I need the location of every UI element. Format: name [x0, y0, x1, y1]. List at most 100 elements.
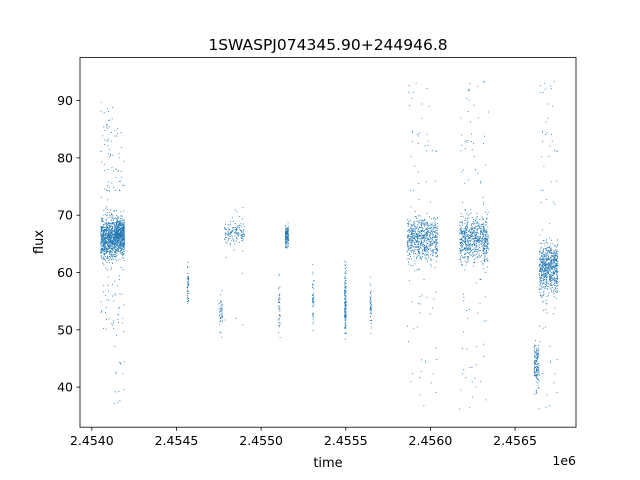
data-point — [116, 255, 118, 257]
data-point — [430, 258, 432, 260]
data-point — [474, 235, 476, 237]
data-point — [107, 199, 109, 201]
data-point — [113, 170, 114, 172]
data-point — [406, 223, 408, 225]
data-point — [428, 239, 430, 241]
data-point — [109, 259, 111, 261]
data-point — [533, 348, 535, 350]
data-point — [187, 277, 189, 279]
data-point — [235, 233, 237, 235]
data-point — [554, 203, 556, 205]
data-point — [117, 237, 119, 239]
data-point — [344, 295, 346, 296]
data-point — [434, 239, 436, 241]
data-point — [187, 287, 189, 289]
data-point — [425, 248, 427, 250]
data-point — [424, 218, 426, 220]
data-point — [278, 317, 280, 319]
data-point — [460, 252, 462, 254]
data-point — [104, 242, 106, 244]
data-point — [111, 228, 113, 229]
data-point — [543, 272, 545, 274]
data-point — [122, 229, 124, 231]
data-point — [112, 222, 114, 223]
data-point — [535, 376, 537, 377]
data-point — [243, 228, 245, 230]
data-point — [103, 230, 105, 232]
data-point — [534, 372, 536, 374]
data-point — [344, 308, 346, 310]
data-point — [345, 305, 347, 307]
data-point — [459, 245, 461, 247]
data-point — [463, 233, 465, 235]
data-point — [187, 302, 188, 304]
data-point — [461, 202, 463, 203]
data-point — [285, 246, 287, 248]
data-point — [123, 185, 125, 186]
data-point — [549, 279, 551, 281]
data-point — [117, 234, 119, 236]
data-point — [118, 228, 120, 230]
data-point — [411, 250, 413, 252]
data-point — [410, 265, 412, 266]
data-point — [548, 273, 550, 274]
data-point — [345, 325, 347, 326]
data-point — [546, 264, 548, 266]
data-point — [117, 232, 118, 234]
data-point — [114, 249, 116, 251]
data-point — [469, 244, 471, 246]
data-point — [550, 289, 552, 291]
data-point — [411, 131, 413, 133]
data-point — [370, 290, 372, 292]
data-point — [465, 234, 467, 236]
data-point — [539, 341, 541, 343]
data-point — [426, 228, 427, 230]
data-point — [123, 253, 125, 255]
data-point — [432, 222, 434, 224]
data-point — [543, 272, 545, 274]
data-point — [550, 278, 552, 280]
data-point — [469, 249, 471, 250]
data-point — [544, 288, 546, 290]
data-point — [286, 246, 288, 248]
data-point — [113, 320, 115, 322]
data-point — [554, 259, 555, 261]
data-point — [226, 242, 228, 244]
data-point — [117, 217, 119, 219]
data-point — [553, 250, 555, 252]
data-point — [547, 269, 549, 271]
data-point — [550, 181, 552, 183]
data-point — [554, 263, 556, 265]
data-point — [344, 282, 346, 283]
data-point — [108, 262, 110, 264]
data-point — [417, 230, 418, 232]
data-point — [285, 234, 287, 236]
data-point — [465, 217, 467, 219]
data-point — [435, 230, 437, 232]
data-point — [554, 281, 556, 283]
data-point — [433, 298, 435, 300]
data-point — [117, 245, 119, 247]
data-point — [465, 228, 466, 229]
data-point — [426, 240, 428, 241]
data-point — [554, 262, 555, 264]
data-point — [477, 251, 479, 253]
data-point — [540, 259, 542, 261]
data-point — [421, 233, 423, 235]
data-point — [460, 261, 462, 263]
data-point — [459, 250, 461, 252]
data-point — [481, 232, 483, 233]
data-point — [111, 231, 113, 233]
data-point — [411, 239, 413, 241]
data-point — [408, 85, 410, 87]
data-point — [312, 305, 313, 307]
data-point — [427, 228, 429, 230]
data-point — [345, 323, 347, 325]
data-point — [114, 254, 116, 256]
data-point — [551, 256, 553, 258]
data-point — [554, 266, 556, 268]
data-point — [482, 197, 484, 198]
data-point — [469, 240, 471, 242]
data-point — [463, 240, 465, 242]
data-point — [120, 242, 122, 244]
